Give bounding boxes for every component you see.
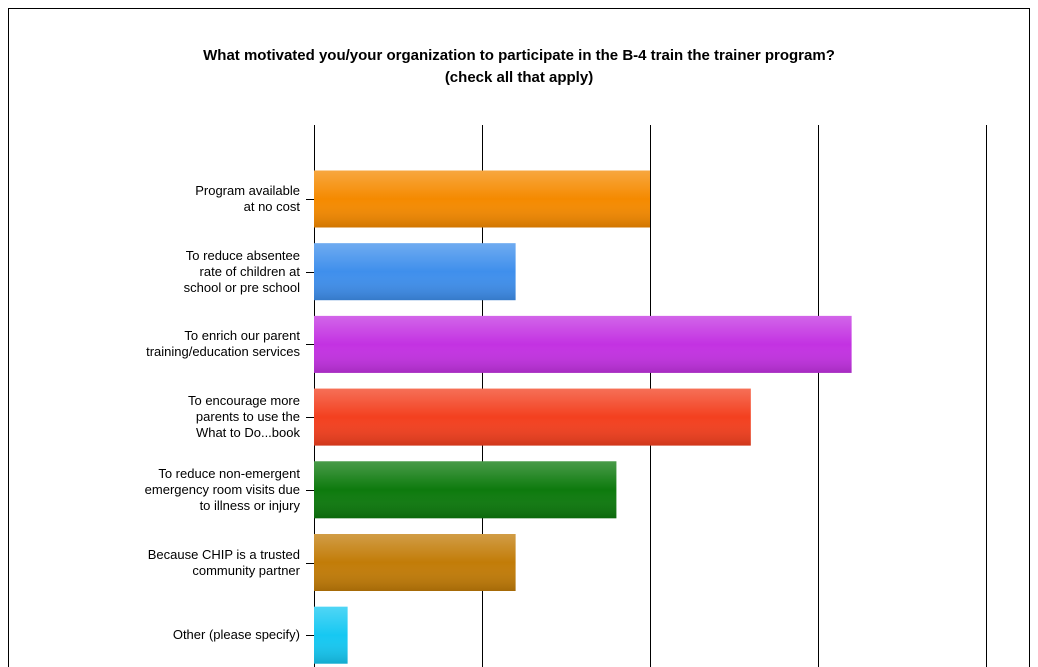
- y-tick-label: To reduce absentee rate of children at s…: [183, 247, 300, 295]
- bar-shade: [314, 606, 348, 664]
- bar-shade: [314, 170, 650, 228]
- chart-subtitle: (check all that apply): [444, 69, 594, 86]
- bar-shade: [314, 315, 852, 373]
- bar-shade: [314, 534, 516, 591]
- y-tick-label: Because CHIP is a trusted community part…: [147, 546, 300, 578]
- bar-shade: [314, 461, 617, 519]
- bar-shade: [314, 243, 516, 301]
- y-tick-label: Program available at no cost: [195, 183, 300, 214]
- y-tick-label: To reduce non-emergent emergency room vi…: [144, 465, 300, 513]
- frame: [8, 8, 1030, 667]
- y-tick-label: To enrich our parent training/education …: [146, 328, 300, 360]
- chart-title: What motivated you/your organization to …: [203, 47, 835, 64]
- y-tick-label: Other (please specify): [172, 627, 300, 643]
- bar-shade: [314, 388, 751, 446]
- y-tick-label: To encourage more parents to use the Wha…: [187, 393, 300, 441]
